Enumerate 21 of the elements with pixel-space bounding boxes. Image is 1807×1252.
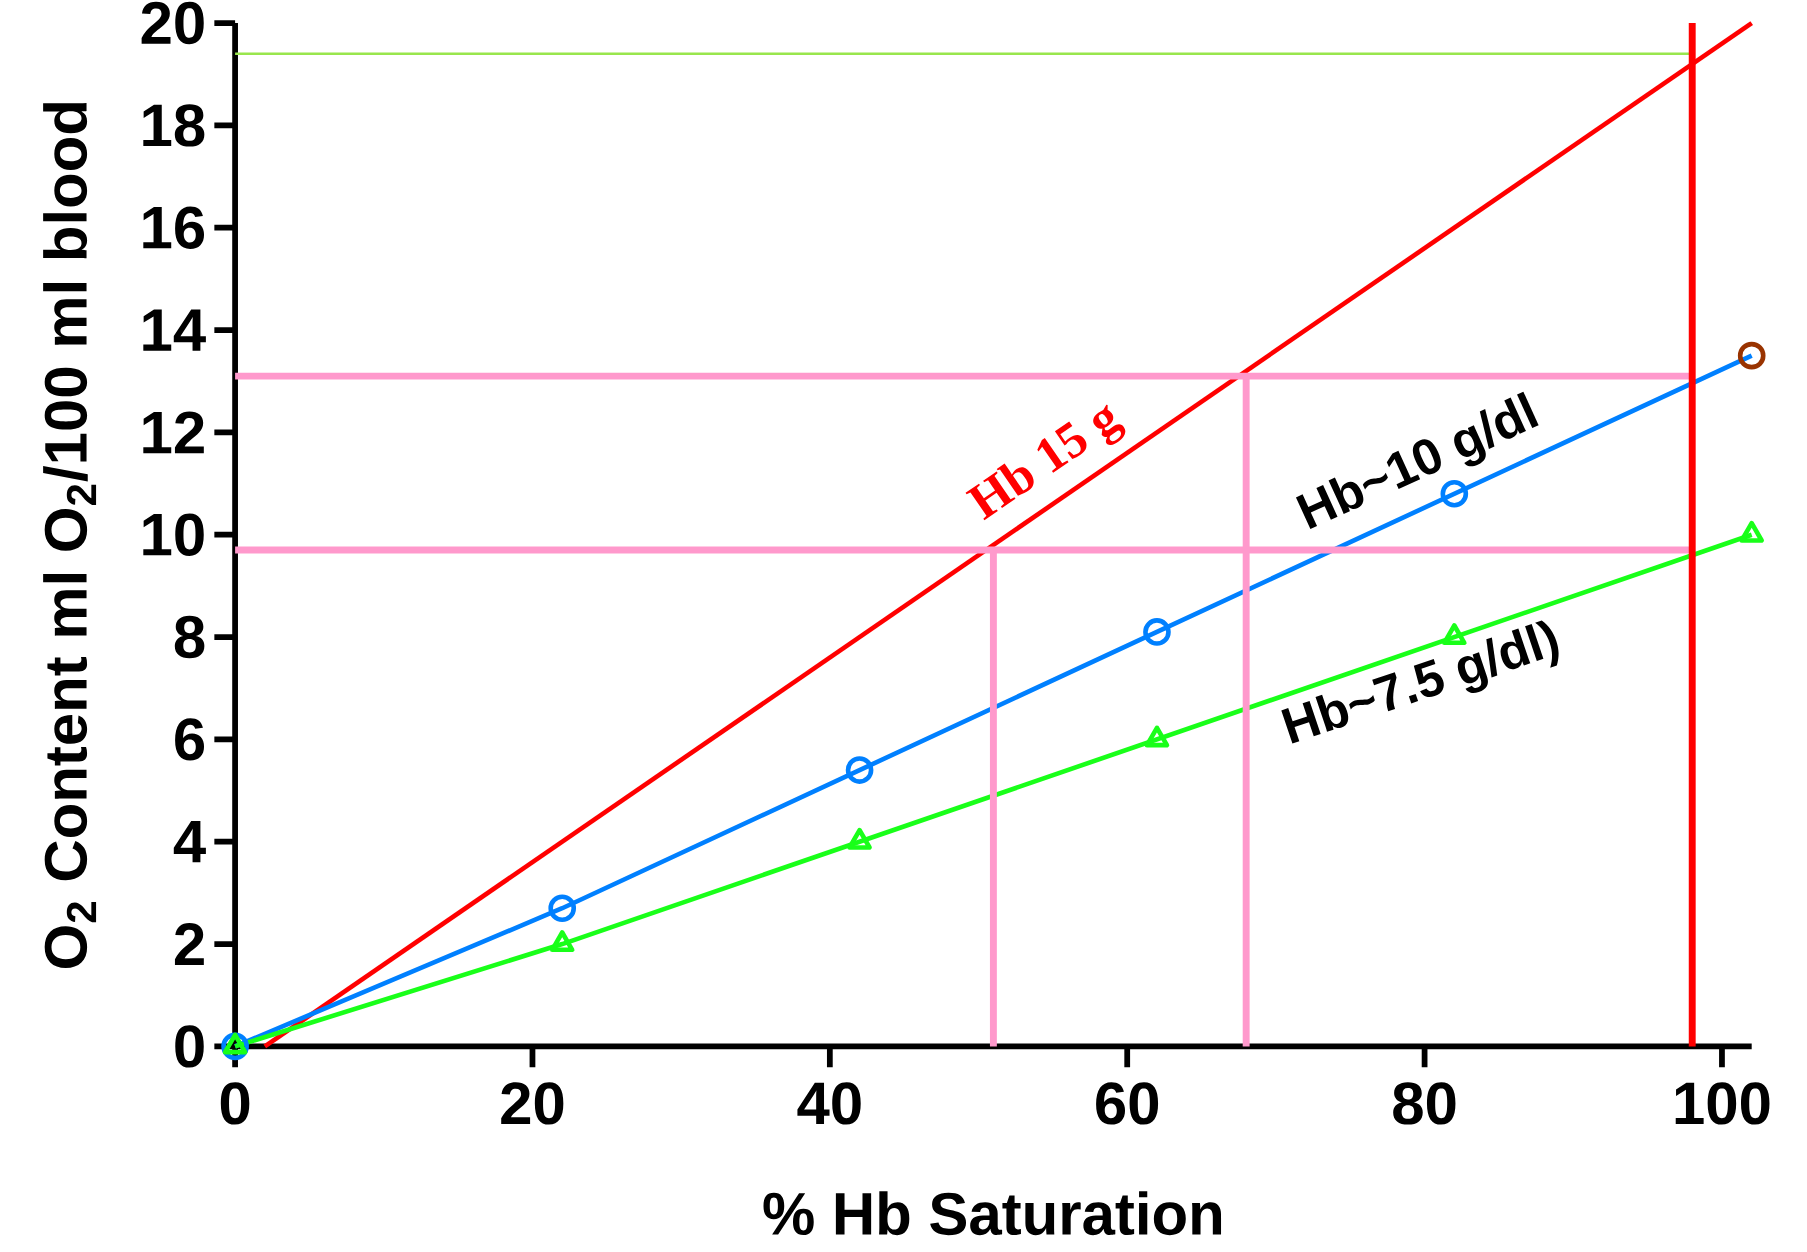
y-tick-label: 18 — [143, 104, 205, 147]
y-tick-label: 16 — [143, 206, 205, 250]
x-tick-label: 100 — [1675, 1082, 1770, 1125]
y-tick-label: 0 — [175, 1025, 204, 1068]
y-tick-label: 2 — [174, 923, 204, 966]
y-axis-title: O$_{2}$ Content ml O$_{2}$/100 ml blood — [43, 103, 97, 969]
x-tick-label: 60 — [1096, 1082, 1159, 1125]
y-tick-label: 10 — [143, 513, 204, 557]
x-tick-label: 20 — [501, 1082, 564, 1125]
x-tick-label: 80 — [1393, 1082, 1456, 1125]
x-tick-label: 40 — [797, 1082, 861, 1125]
y-tick-label: 14 — [143, 309, 206, 351]
text: Hb 15 g — [965, 404, 1126, 521]
x-tick-label: 0 — [220, 1082, 250, 1125]
y-tick-label: 6 — [175, 718, 205, 761]
y-tick-label: 20 — [141, 2, 204, 45]
y-tick-label: 4 — [173, 821, 206, 863]
y-tick-label: 8 — [174, 616, 205, 659]
text: Hb~7.5 g/dl) — [1281, 620, 1559, 744]
y-tick-label: 12 — [143, 411, 204, 454]
x-axis-title: % Hb Saturation — [763, 1191, 1222, 1236]
